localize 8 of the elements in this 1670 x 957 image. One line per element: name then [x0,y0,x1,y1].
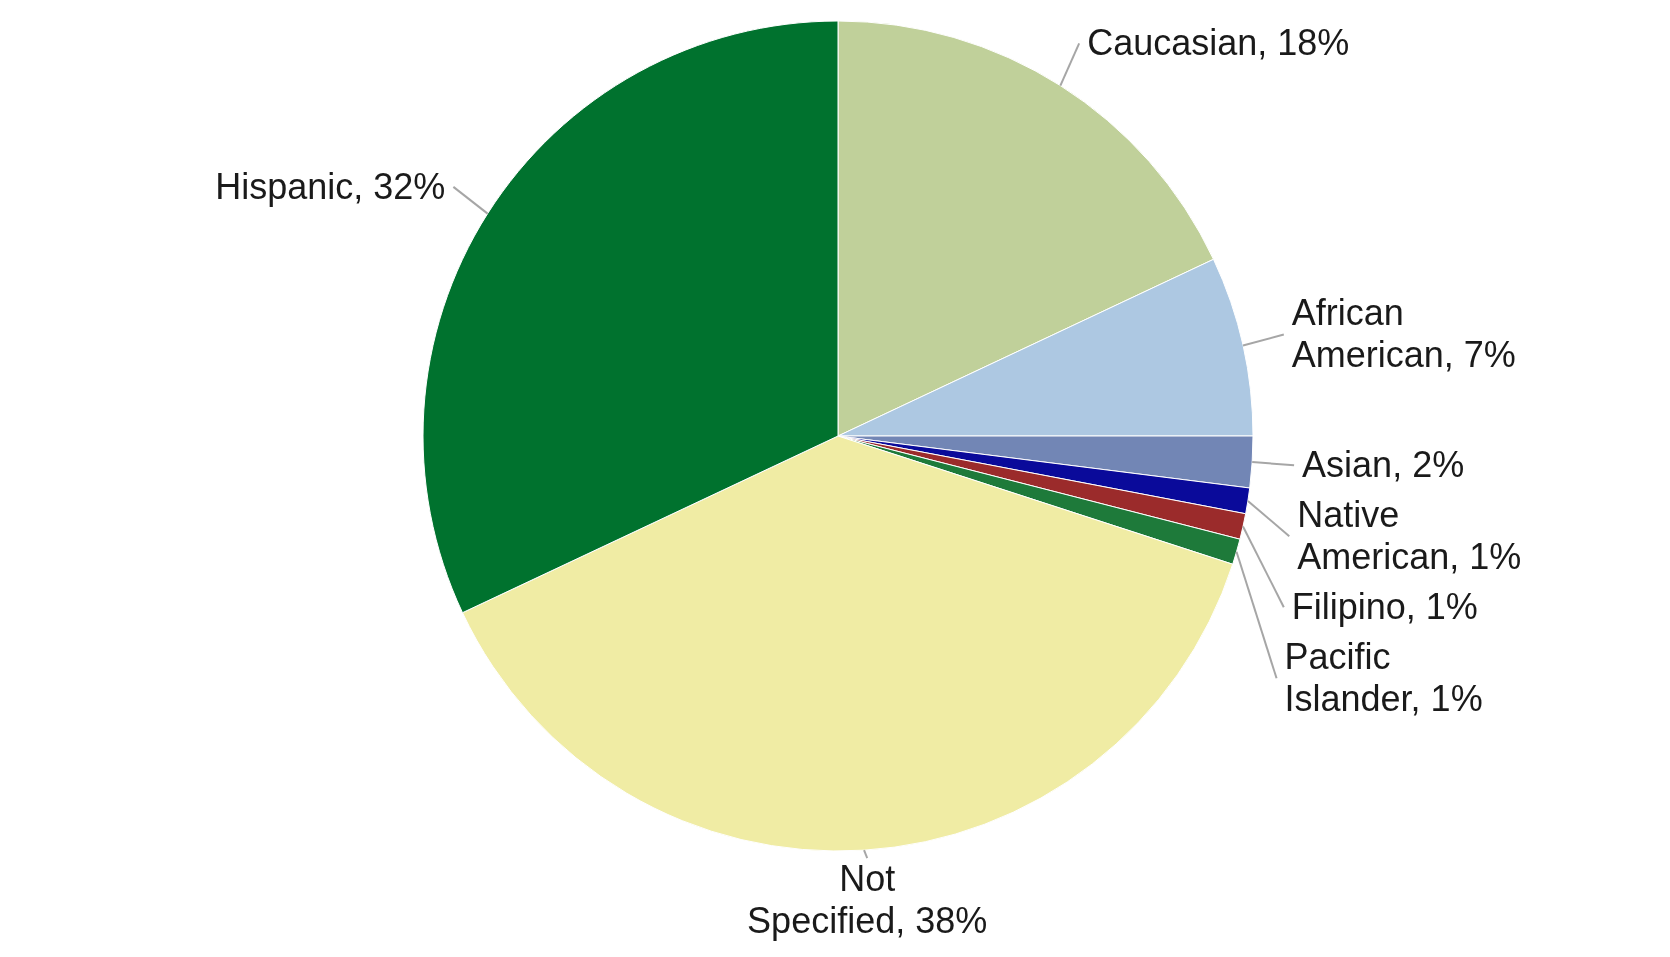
slice-label: Native American, 1% [1297,493,1522,577]
slice-label: Asian, 2% [1302,443,1465,485]
slice-label: Caucasian, 18% [1087,22,1350,64]
slice-label: Pacific Islander, 1% [1284,635,1483,719]
slice-label: Hispanic, 32% [215,165,446,207]
slice-label: African American, 7% [1291,292,1516,376]
slice-label: Filipino, 1% [1291,585,1478,627]
slice-label: Not Specified, 38% [747,857,988,941]
